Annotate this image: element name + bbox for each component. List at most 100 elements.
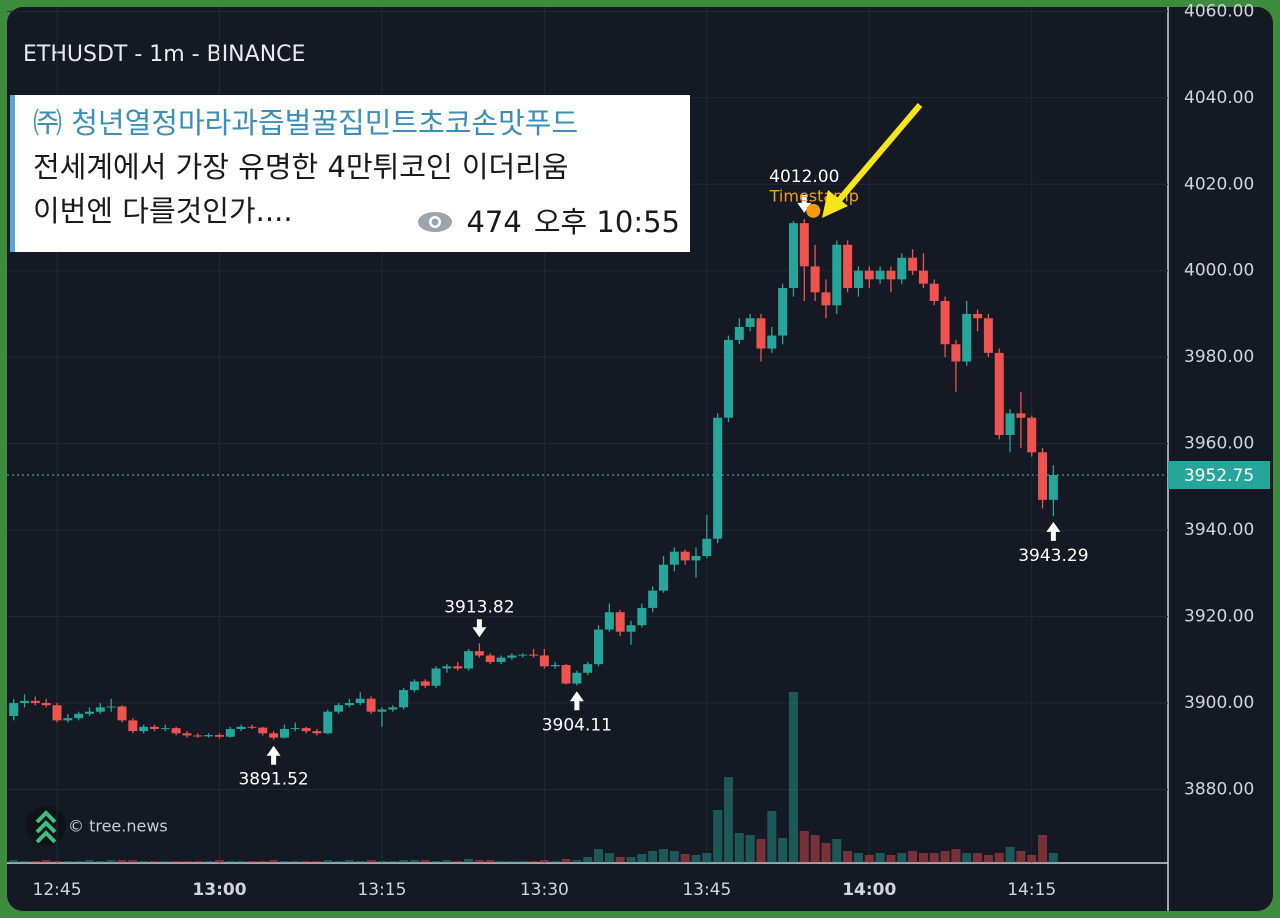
volume-bar	[409, 860, 419, 863]
yellow-arrow	[832, 103, 923, 207]
volume-bar	[886, 855, 896, 863]
candle-body	[106, 706, 116, 708]
candle-body	[723, 339, 733, 418]
chart-title: ETHUSDT - 1m - BINANCE	[23, 42, 305, 67]
marker-label: 3913.82	[444, 597, 514, 617]
candle-body	[139, 726, 149, 732]
candle-body	[691, 556, 701, 561]
volume-bar	[539, 860, 549, 863]
volume-bar	[767, 811, 777, 863]
candle-body	[85, 711, 95, 714]
volume-bar	[258, 861, 268, 863]
volume-bar	[626, 857, 636, 863]
volume-bar	[323, 860, 333, 863]
volume-bar	[864, 855, 874, 863]
marker-arrow	[472, 619, 487, 638]
candle-body	[875, 270, 885, 280]
candle-body	[20, 700, 30, 704]
candle-body	[149, 726, 159, 729]
candle-body	[843, 244, 853, 289]
candle-body	[182, 733, 192, 736]
volume-bar	[312, 861, 322, 863]
volume-bar	[1038, 835, 1048, 863]
candle-body	[778, 288, 788, 336]
volume-bar	[106, 860, 116, 863]
volume-bar	[572, 860, 582, 863]
candle-body	[886, 270, 896, 280]
volume-bar	[496, 861, 506, 863]
x-tick-label: 13:45	[682, 880, 731, 900]
candle-body	[225, 728, 235, 737]
volume-bar	[41, 860, 51, 863]
yellow-arrow-head	[822, 190, 848, 218]
volume-bar	[74, 861, 84, 863]
candle-body	[626, 625, 636, 632]
candle-body	[9, 703, 19, 717]
candle-body	[561, 664, 571, 684]
volume-bar	[507, 861, 517, 863]
y-tick-label: 3920.00	[1184, 607, 1254, 627]
volume-bar	[366, 860, 376, 863]
candle-body	[388, 707, 398, 710]
candle-body	[366, 698, 376, 712]
marker-label: 3891.52	[238, 770, 308, 790]
candle-body	[908, 257, 918, 271]
candle-body	[572, 672, 582, 684]
volume-bar	[756, 839, 766, 863]
last-price-tag	[1168, 460, 1270, 489]
volume-bar	[85, 860, 95, 863]
volume-bar	[204, 861, 214, 863]
x-tick-label: 13:30	[520, 880, 569, 900]
logo-icon	[35, 810, 57, 844]
candle-body	[52, 705, 62, 721]
candle-body	[247, 726, 257, 728]
candle-body	[128, 720, 138, 732]
volume-bar	[810, 835, 820, 863]
volume-bar	[832, 839, 842, 863]
candle-body	[41, 703, 51, 706]
candle-body	[399, 690, 409, 708]
candle-body	[973, 313, 983, 319]
timestamp-dot	[806, 203, 821, 218]
volume-bar	[615, 857, 625, 863]
candle-body	[279, 728, 289, 738]
volume-bar	[474, 860, 484, 863]
candle-body	[117, 706, 127, 721]
logo	[26, 806, 66, 846]
marker-label: 3904.11	[542, 715, 612, 735]
x-tick-label: 14:00	[842, 880, 896, 900]
candle-body	[550, 664, 560, 667]
candle-body	[604, 612, 614, 630]
candle-body	[95, 707, 105, 712]
candle-body	[485, 655, 495, 662]
eye-icon	[418, 212, 453, 232]
volume-bar	[301, 861, 311, 863]
y-tick-label: 3960.00	[1184, 434, 1254, 454]
volume-bar	[875, 853, 885, 863]
candle-body	[442, 666, 452, 669]
volume-bar	[279, 861, 289, 863]
volume-bar	[561, 859, 571, 863]
volume-bar	[225, 861, 235, 863]
volume-bar	[193, 861, 203, 863]
marker-label: 4012.00	[769, 167, 839, 187]
volume-bar	[453, 861, 463, 863]
volume-bar	[236, 861, 246, 863]
volume-bar	[669, 851, 679, 863]
candle-body	[788, 223, 798, 289]
volume-bar	[149, 861, 159, 863]
candle-body	[518, 654, 528, 656]
candle-body	[453, 666, 463, 669]
candle-body	[929, 283, 939, 301]
message-sender: ㈜ 청년열정마라과즙벌꿀집민트초코손맛푸드	[33, 106, 579, 140]
candle-body	[74, 713, 84, 719]
candle-body	[344, 703, 354, 706]
volume-bar	[788, 692, 798, 863]
volume-bar	[853, 853, 863, 863]
volume-bar	[334, 861, 344, 863]
volume-bar	[929, 853, 939, 863]
volume-bar	[355, 861, 365, 863]
candle-body	[214, 735, 224, 737]
candle-body	[1038, 452, 1048, 500]
